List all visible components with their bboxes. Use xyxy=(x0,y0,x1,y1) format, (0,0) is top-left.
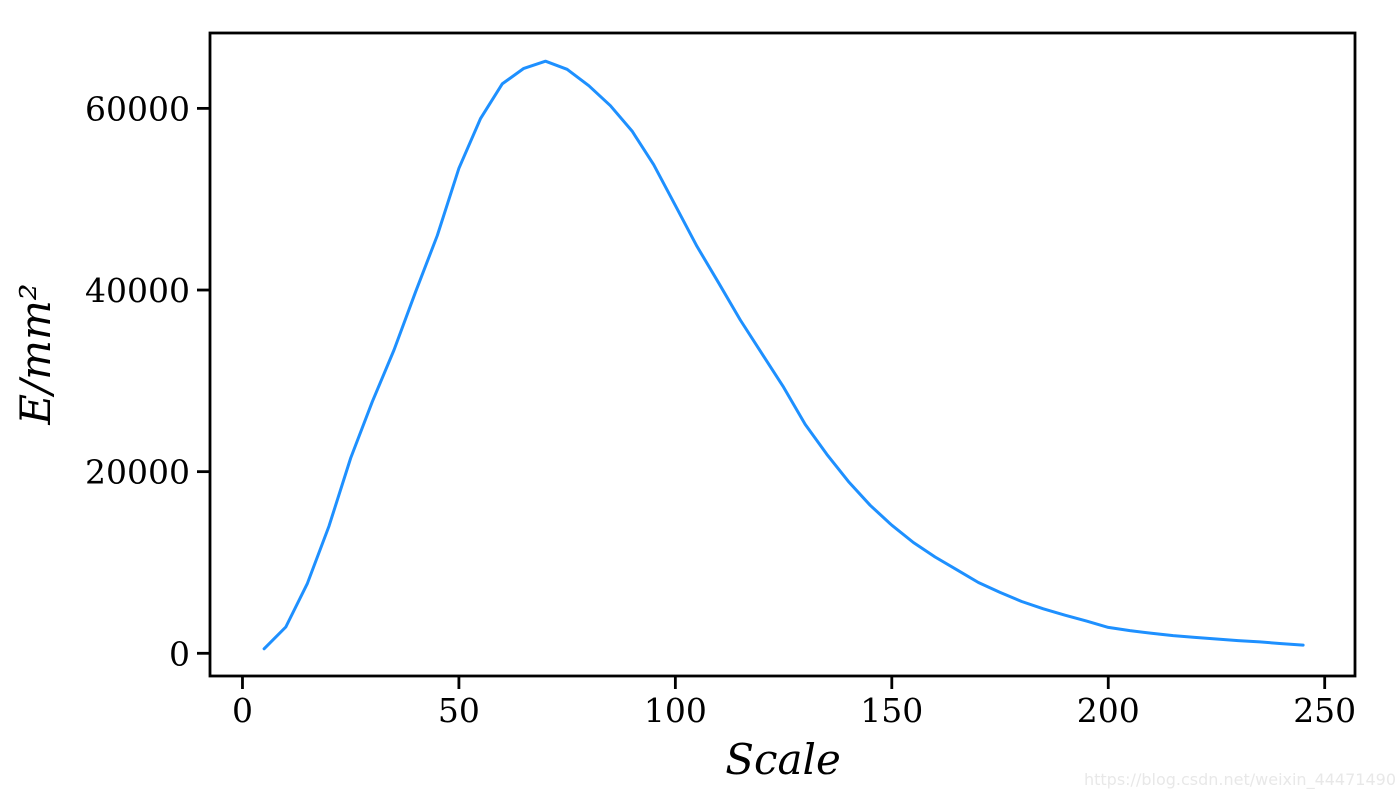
y-axis-label: E/mm² xyxy=(11,283,60,425)
x-tick-label: 200 xyxy=(1077,691,1140,730)
y-tick-label: 0 xyxy=(169,634,190,673)
x-tick-label: 50 xyxy=(438,691,480,730)
watermark: https://blog.csdn.net/weixin_44471490 xyxy=(1083,770,1396,789)
x-tick-label: 0 xyxy=(232,691,253,730)
y-tick-label: 40000 xyxy=(85,271,190,310)
x-axis-label: Scale xyxy=(725,735,841,784)
x-tick-label: 100 xyxy=(644,691,707,730)
x-tick-label: 150 xyxy=(860,691,923,730)
plot-area-border xyxy=(208,31,1357,678)
x-tick-label: 250 xyxy=(1293,691,1356,730)
y-tick-label: 20000 xyxy=(85,453,190,492)
data-line-series xyxy=(262,59,1305,651)
y-tick-label: 60000 xyxy=(85,89,190,128)
